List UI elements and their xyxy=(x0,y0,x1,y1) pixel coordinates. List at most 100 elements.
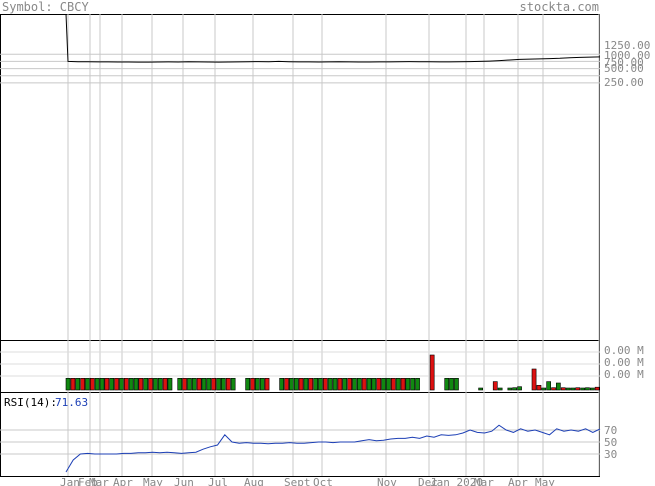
volume-bar xyxy=(230,377,236,391)
rsi-last-value: 71.63 xyxy=(55,396,88,409)
volume-bar xyxy=(478,387,484,391)
volume-bar xyxy=(196,377,202,391)
volume-bar xyxy=(356,377,362,391)
volume-bar xyxy=(133,377,139,391)
volume-bar xyxy=(182,377,187,391)
volume-bar xyxy=(531,368,537,391)
volume-bar xyxy=(589,387,595,391)
volume-bar xyxy=(322,377,328,391)
volume-bar xyxy=(560,387,566,391)
volume-bar xyxy=(405,377,411,391)
volume-bar xyxy=(454,377,459,391)
volume-bar xyxy=(410,377,416,391)
x-month-label: Jun xyxy=(174,476,194,486)
volume-bar xyxy=(153,377,158,391)
volume-bar xyxy=(99,377,105,391)
volume-bar xyxy=(109,377,115,391)
volume-bar xyxy=(332,377,338,391)
rsi-tick-label: 30 xyxy=(604,448,617,461)
x-month-label: Nov xyxy=(377,476,397,486)
x-month-label: Aug xyxy=(244,476,264,486)
x-month-label: Dec xyxy=(418,476,438,486)
volume-bar xyxy=(492,381,498,391)
price-panel xyxy=(65,13,601,63)
volume-bar xyxy=(507,387,513,391)
volume-bar xyxy=(177,377,183,391)
volume-tick-label: 0.00 M xyxy=(604,344,644,357)
volume-bar xyxy=(347,377,353,391)
volume-bar xyxy=(94,377,100,391)
volume-bar xyxy=(313,377,319,391)
volume-bar xyxy=(546,381,551,391)
volume-bar xyxy=(337,377,343,391)
volume-bar xyxy=(70,377,76,391)
volume-bar xyxy=(284,377,289,391)
volume-panel xyxy=(65,354,600,391)
price-line xyxy=(65,13,601,63)
volume-bar xyxy=(75,377,81,391)
volume-tick-label: 0.00 M xyxy=(604,368,644,381)
volume-bar xyxy=(386,377,391,391)
x-month-label: May xyxy=(143,476,163,486)
volume-bar xyxy=(114,377,119,391)
volume-bar xyxy=(128,377,134,391)
volume-bar xyxy=(124,377,129,391)
volume-bar xyxy=(381,377,386,391)
volume-bar xyxy=(517,386,522,391)
volume-bar xyxy=(85,377,90,391)
volume-bar xyxy=(400,377,406,391)
volume-bar xyxy=(352,377,357,391)
site-label: stockta.com xyxy=(520,0,599,14)
x-month-label: Feb xyxy=(78,476,98,486)
volume-bar xyxy=(415,377,420,391)
volume-bar xyxy=(221,377,226,391)
volume-bar xyxy=(201,377,207,391)
price-tick-label: 1000.00 xyxy=(604,49,650,62)
x-month-label: Oct xyxy=(313,476,333,486)
volume-bar xyxy=(497,387,503,391)
rsi-panel: RSI(14): 71.63 xyxy=(4,396,601,473)
volume-bar xyxy=(585,387,590,391)
x-month-label: Jan 2020 xyxy=(430,476,483,486)
volume-bar xyxy=(298,377,304,391)
volume-bar xyxy=(90,377,95,391)
volume-bar xyxy=(211,377,217,391)
volume-bar xyxy=(395,377,401,391)
volume-bar xyxy=(250,377,255,391)
x-month-label: Apr xyxy=(508,476,528,486)
symbol-label: Symbol: CBCY xyxy=(2,0,89,14)
volume-bar xyxy=(143,377,149,391)
volume-bar xyxy=(259,377,265,391)
x-month-label: Sept xyxy=(284,476,311,486)
volume-bar xyxy=(318,377,323,391)
x-month-label: Mar xyxy=(474,476,494,486)
volume-bar xyxy=(580,387,585,391)
volume-bar xyxy=(444,377,450,391)
x-month-label: Jul xyxy=(208,476,228,486)
x-month-label: May xyxy=(535,476,555,486)
volume-bar xyxy=(80,377,85,391)
volume-bar xyxy=(65,377,71,391)
volume-bar xyxy=(264,377,270,391)
volume-bar xyxy=(342,377,348,391)
volume-bar xyxy=(429,354,435,391)
rsi-line xyxy=(65,424,601,473)
volume-bar xyxy=(288,377,294,391)
volume-bar xyxy=(555,382,561,391)
volume-bar xyxy=(225,377,231,391)
volume-bar xyxy=(245,377,251,391)
grid-lines xyxy=(0,14,600,476)
x-month-label: Jan xyxy=(60,476,80,486)
x-month-label: Apr xyxy=(113,476,133,486)
volume-bar xyxy=(187,377,192,391)
volume-bar xyxy=(361,377,367,391)
volume-bar xyxy=(216,377,221,391)
volume-bar xyxy=(371,377,377,391)
volume-bar xyxy=(327,377,333,391)
volume-bar xyxy=(541,387,547,391)
volume-bar xyxy=(390,377,396,391)
volume-bar xyxy=(551,387,556,391)
volume-bar xyxy=(138,377,144,391)
